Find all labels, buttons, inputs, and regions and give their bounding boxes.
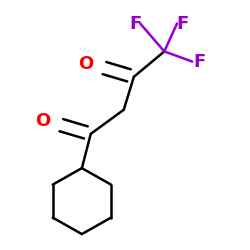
Text: O: O: [35, 112, 50, 130]
Text: F: F: [176, 14, 188, 32]
Text: O: O: [78, 55, 93, 73]
Text: F: F: [194, 52, 206, 70]
Text: F: F: [130, 14, 142, 32]
